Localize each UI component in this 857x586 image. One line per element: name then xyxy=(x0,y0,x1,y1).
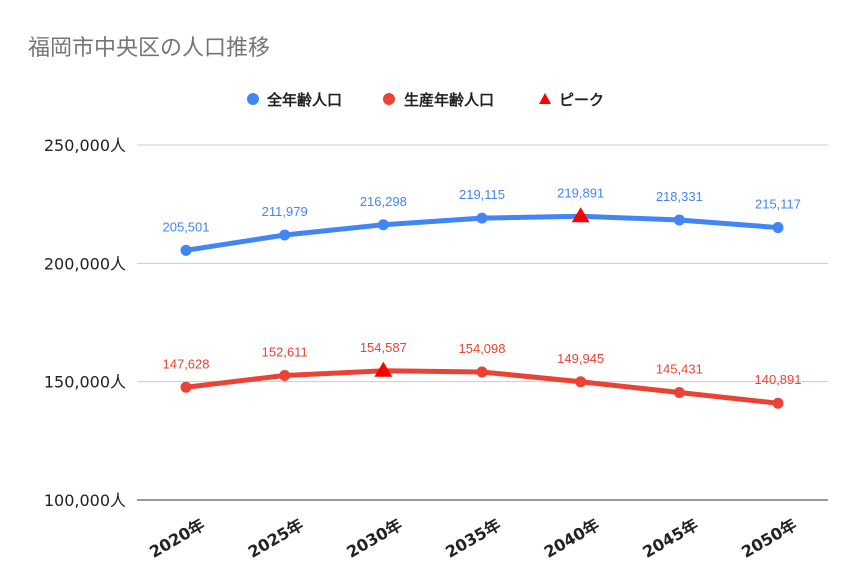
data-point xyxy=(673,386,685,398)
x-tick-label: 2025年 xyxy=(245,515,307,562)
data-label: 211,979 xyxy=(262,204,308,219)
x-tick-label: 2050年 xyxy=(738,515,800,562)
legend-marker-all-ages xyxy=(247,93,259,105)
data-label: 140,891 xyxy=(755,372,802,387)
legend-marker-working-age xyxy=(383,93,395,105)
data-label: 205,501 xyxy=(163,219,210,234)
data-point xyxy=(575,376,587,388)
data-point xyxy=(476,366,488,378)
data-point xyxy=(279,229,291,241)
y-tick-label: 150,000人 xyxy=(44,373,126,392)
legend-marker-peak xyxy=(539,93,551,104)
data-label: 154,587 xyxy=(360,340,407,355)
data-label: 149,945 xyxy=(557,351,604,366)
x-tick-label: 2030年 xyxy=(343,515,405,562)
x-tick-label: 2045年 xyxy=(639,515,701,562)
data-label: 219,891 xyxy=(557,185,604,200)
y-tick-label: 250,000人 xyxy=(44,136,126,155)
data-label: 216,298 xyxy=(360,194,407,209)
data-label: 152,611 xyxy=(262,344,308,359)
x-tick-label: 2035年 xyxy=(442,515,504,562)
series-working-age: 147,628 152,611 154,587 154,098 149,945 145,4… xyxy=(163,340,802,409)
legend: 全年齢人口 生産年齢人口 ピーク xyxy=(247,91,604,109)
data-point xyxy=(476,212,488,224)
data-label: 218,331 xyxy=(656,189,703,204)
data-point xyxy=(772,397,784,409)
data-label: 147,628 xyxy=(163,356,210,371)
data-label: 145,431 xyxy=(656,361,703,376)
data-label: 154,098 xyxy=(459,341,506,356)
data-point xyxy=(377,219,389,231)
data-point xyxy=(772,222,784,234)
legend-label-all-ages: 全年齢人口 xyxy=(266,91,342,109)
series-all-ages: 205,501 211,979 216,298 219,115 219,891 218,3… xyxy=(163,185,801,256)
y-tick-label: 100,000人 xyxy=(44,491,126,510)
data-point xyxy=(180,244,192,256)
data-label: 215,117 xyxy=(755,197,801,212)
legend-label-peak: ピーク xyxy=(559,91,604,109)
x-tick-label: 2040年 xyxy=(541,515,603,562)
peak-marker xyxy=(571,207,590,223)
y-tick-label: 200,000人 xyxy=(44,254,126,273)
chart-title: 福岡市中央区の人口推移 xyxy=(28,36,270,61)
legend-label-working-age: 生産年齢人口 xyxy=(404,91,494,109)
data-point xyxy=(279,369,291,381)
data-label: 219,115 xyxy=(459,187,505,202)
peak-marker xyxy=(374,361,393,377)
data-point xyxy=(180,381,192,393)
x-tick-label: 2020年 xyxy=(146,515,208,562)
data-point xyxy=(673,214,685,226)
